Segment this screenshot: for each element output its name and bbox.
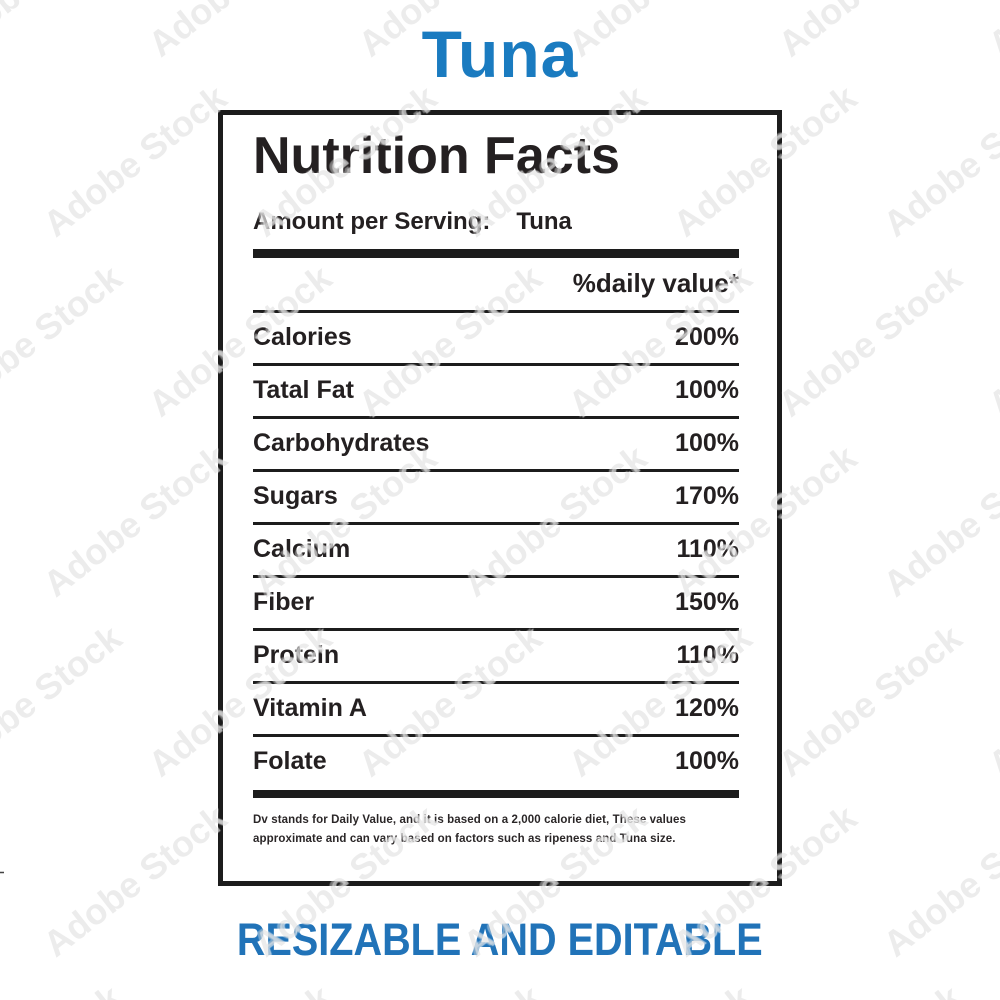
nutrient-name: Vitamin A <box>253 694 367 723</box>
caption: RESIZABLE AND EDITABLE <box>0 914 1000 966</box>
watermark-text: Adobe Stock <box>770 616 970 785</box>
divider-bar-top <box>253 248 739 258</box>
nutrient-name: Fiber <box>253 588 315 617</box>
nutrition-facts-label: Nutrition Facts Amount per Serving: Tuna … <box>218 110 782 886</box>
nutrient-value: 200% <box>675 323 739 352</box>
watermark-text: Adobe Stock <box>140 977 339 1000</box>
watermark-text: Adobe Stock <box>560 977 759 1000</box>
nutrient-row: Fiber 150% <box>253 578 739 631</box>
nutrient-value: 100% <box>675 376 739 405</box>
nutrient-rows: Calories 200% Tatal Fat 100% Carbohydrat… <box>253 309 739 787</box>
watermark-text: Adobe Stock <box>350 977 549 1000</box>
nutrient-name: Folate <box>253 747 327 776</box>
nutrient-row: Tatal Fat 100% <box>253 366 739 419</box>
watermark-text: Adobe Stock <box>0 977 130 1000</box>
nutrient-row: Vitamin A 120% <box>253 684 739 737</box>
nutrient-row: Carbohydrates 100% <box>253 419 739 472</box>
nutrient-row: Sugars 170% <box>253 472 739 525</box>
watermark-text: Adobe Stock <box>0 256 130 425</box>
nutrient-value: 110% <box>676 641 739 670</box>
caption-text: RESIZABLE AND EDITABLE <box>237 914 763 965</box>
label-heading: Nutrition Facts <box>253 127 620 185</box>
watermark-text: Adobe Stock <box>875 436 1000 605</box>
nutrient-name: Protein <box>253 641 340 670</box>
nutrient-name: Calories <box>253 323 352 352</box>
nutrient-row: Calcium 110% <box>253 525 739 578</box>
watermark-text: Adobe Stock <box>980 977 1000 1000</box>
stock-credit: Adobe Stock | #1398489206 <box>0 742 5 994</box>
nutrient-name: Sugars <box>253 482 338 511</box>
watermark-text: Adobe Stock <box>980 257 1000 425</box>
watermark-text: Adobe Stock <box>35 76 235 245</box>
divider-bar-bottom <box>253 789 739 798</box>
nutrient-value: 120% <box>675 694 739 723</box>
nutrient-value: 150% <box>675 588 739 617</box>
daily-value-header: %daily value* <box>572 267 739 298</box>
watermark-text: Adobe Stock <box>35 436 235 605</box>
watermark-text: Adobe Stock <box>770 977 969 1000</box>
footnote: Dv stands for Daily Value, and it is bas… <box>253 813 687 845</box>
watermark-text: Adobe Stock <box>980 617 1000 785</box>
watermark-text: Adobe Stock <box>770 256 970 425</box>
nutrient-value: 100% <box>675 747 739 776</box>
nutrient-row: Protein 110% <box>253 631 739 684</box>
nutrient-value: 110% <box>676 535 739 564</box>
nutrient-value: 100% <box>675 429 739 458</box>
serving-value: Tuna <box>516 207 572 235</box>
watermark-text: Adobe Stock <box>875 76 1000 245</box>
nutrient-row: Folate 100% <box>253 737 739 787</box>
page-title: Tuna <box>421 17 579 91</box>
watermark-text: Adobe Stock <box>0 616 130 785</box>
nutrient-value: 170% <box>675 482 739 511</box>
nutrient-row: Calories 200% <box>253 313 739 366</box>
nutrient-name: Carbohydrates <box>253 429 430 458</box>
nutrient-name: Calcium <box>253 535 351 564</box>
nutrient-name: Tatal Fat <box>253 376 354 405</box>
serving-label: Amount per Serving: <box>253 207 491 235</box>
serving-line: Amount per Serving: Tuna <box>253 208 739 236</box>
